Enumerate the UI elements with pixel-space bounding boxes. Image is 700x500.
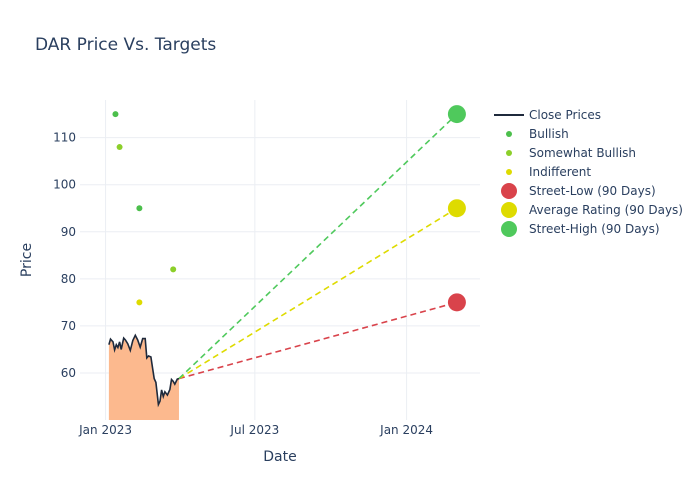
legend-swatch-street-high-90-days: [501, 221, 517, 237]
close-price-line: [108, 333, 180, 408]
tick-labels-layer: 60 70 80 90 100 110 Jan 2023 Jul 2023 Jan 2024: [53, 131, 433, 437]
rating-point-somewhat-bullish[interactable]: [170, 266, 177, 273]
legend-label-indifferent[interactable]: Indifferent: [529, 165, 591, 179]
target-line-street-high: [178, 113, 458, 380]
target-line-street-low: [178, 301, 458, 380]
close-line-layer: [108, 333, 180, 408]
legend-swatch-street-low-90-days: [501, 183, 517, 199]
y-tick-label: 110: [53, 131, 76, 145]
chart-title: DAR Price Vs. Targets: [35, 35, 216, 55]
legend-label-average-rating-90-days[interactable]: Average Rating (90 Days): [529, 203, 683, 217]
area-fill-layer: [108, 335, 179, 420]
x-tick-label: Jul 2023: [229, 423, 279, 437]
legend-label-street-high-90-days[interactable]: Street-High (90 Days): [529, 222, 660, 236]
rating-point-indifferent[interactable]: [136, 299, 143, 306]
rating-point-bullish[interactable]: [136, 205, 143, 212]
target-marker-street-low[interactable]: [447, 293, 466, 312]
legend-swatch-indifferent: [506, 169, 512, 175]
legend[interactable]: Close Prices Bullish Somewhat Bullish Indif…: [494, 108, 683, 237]
legend-label-bullish[interactable]: Bullish: [529, 127, 569, 141]
rating-point-somewhat-bullish[interactable]: [116, 144, 123, 151]
legend-label-somewhat-bullish[interactable]: Somewhat Bullish: [529, 146, 636, 160]
target-marker-average[interactable]: [447, 199, 466, 218]
x-tick-label: Jan 2024: [379, 423, 433, 437]
target-line-average: [178, 207, 458, 380]
legend-swatch-bullish: [506, 131, 512, 137]
y-tick-label: 80: [61, 272, 76, 286]
legend-swatch-somewhat-bullish: [506, 150, 512, 156]
target-marker-street-high[interactable]: [447, 105, 466, 124]
rating-point-bullish[interactable]: [112, 111, 119, 118]
x-axis-title: Date: [263, 449, 296, 465]
y-tick-label: 70: [61, 319, 76, 333]
target-lines-layer: [178, 113, 458, 380]
rating-points-layer: [112, 105, 466, 312]
y-tick-label: 90: [61, 225, 76, 239]
y-tick-label: 100: [53, 178, 76, 192]
y-tick-label: 60: [61, 366, 76, 380]
y-axis-title: Price: [19, 243, 35, 277]
close-price-area: [108, 335, 179, 420]
x-tick-label: Jan 2023: [78, 423, 132, 437]
legend-label-street-low-90-days[interactable]: Street-Low (90 Days): [529, 184, 656, 198]
legend-swatch-average-rating-90-days: [501, 202, 517, 218]
legend-label-close-prices[interactable]: Close Prices: [529, 108, 601, 122]
